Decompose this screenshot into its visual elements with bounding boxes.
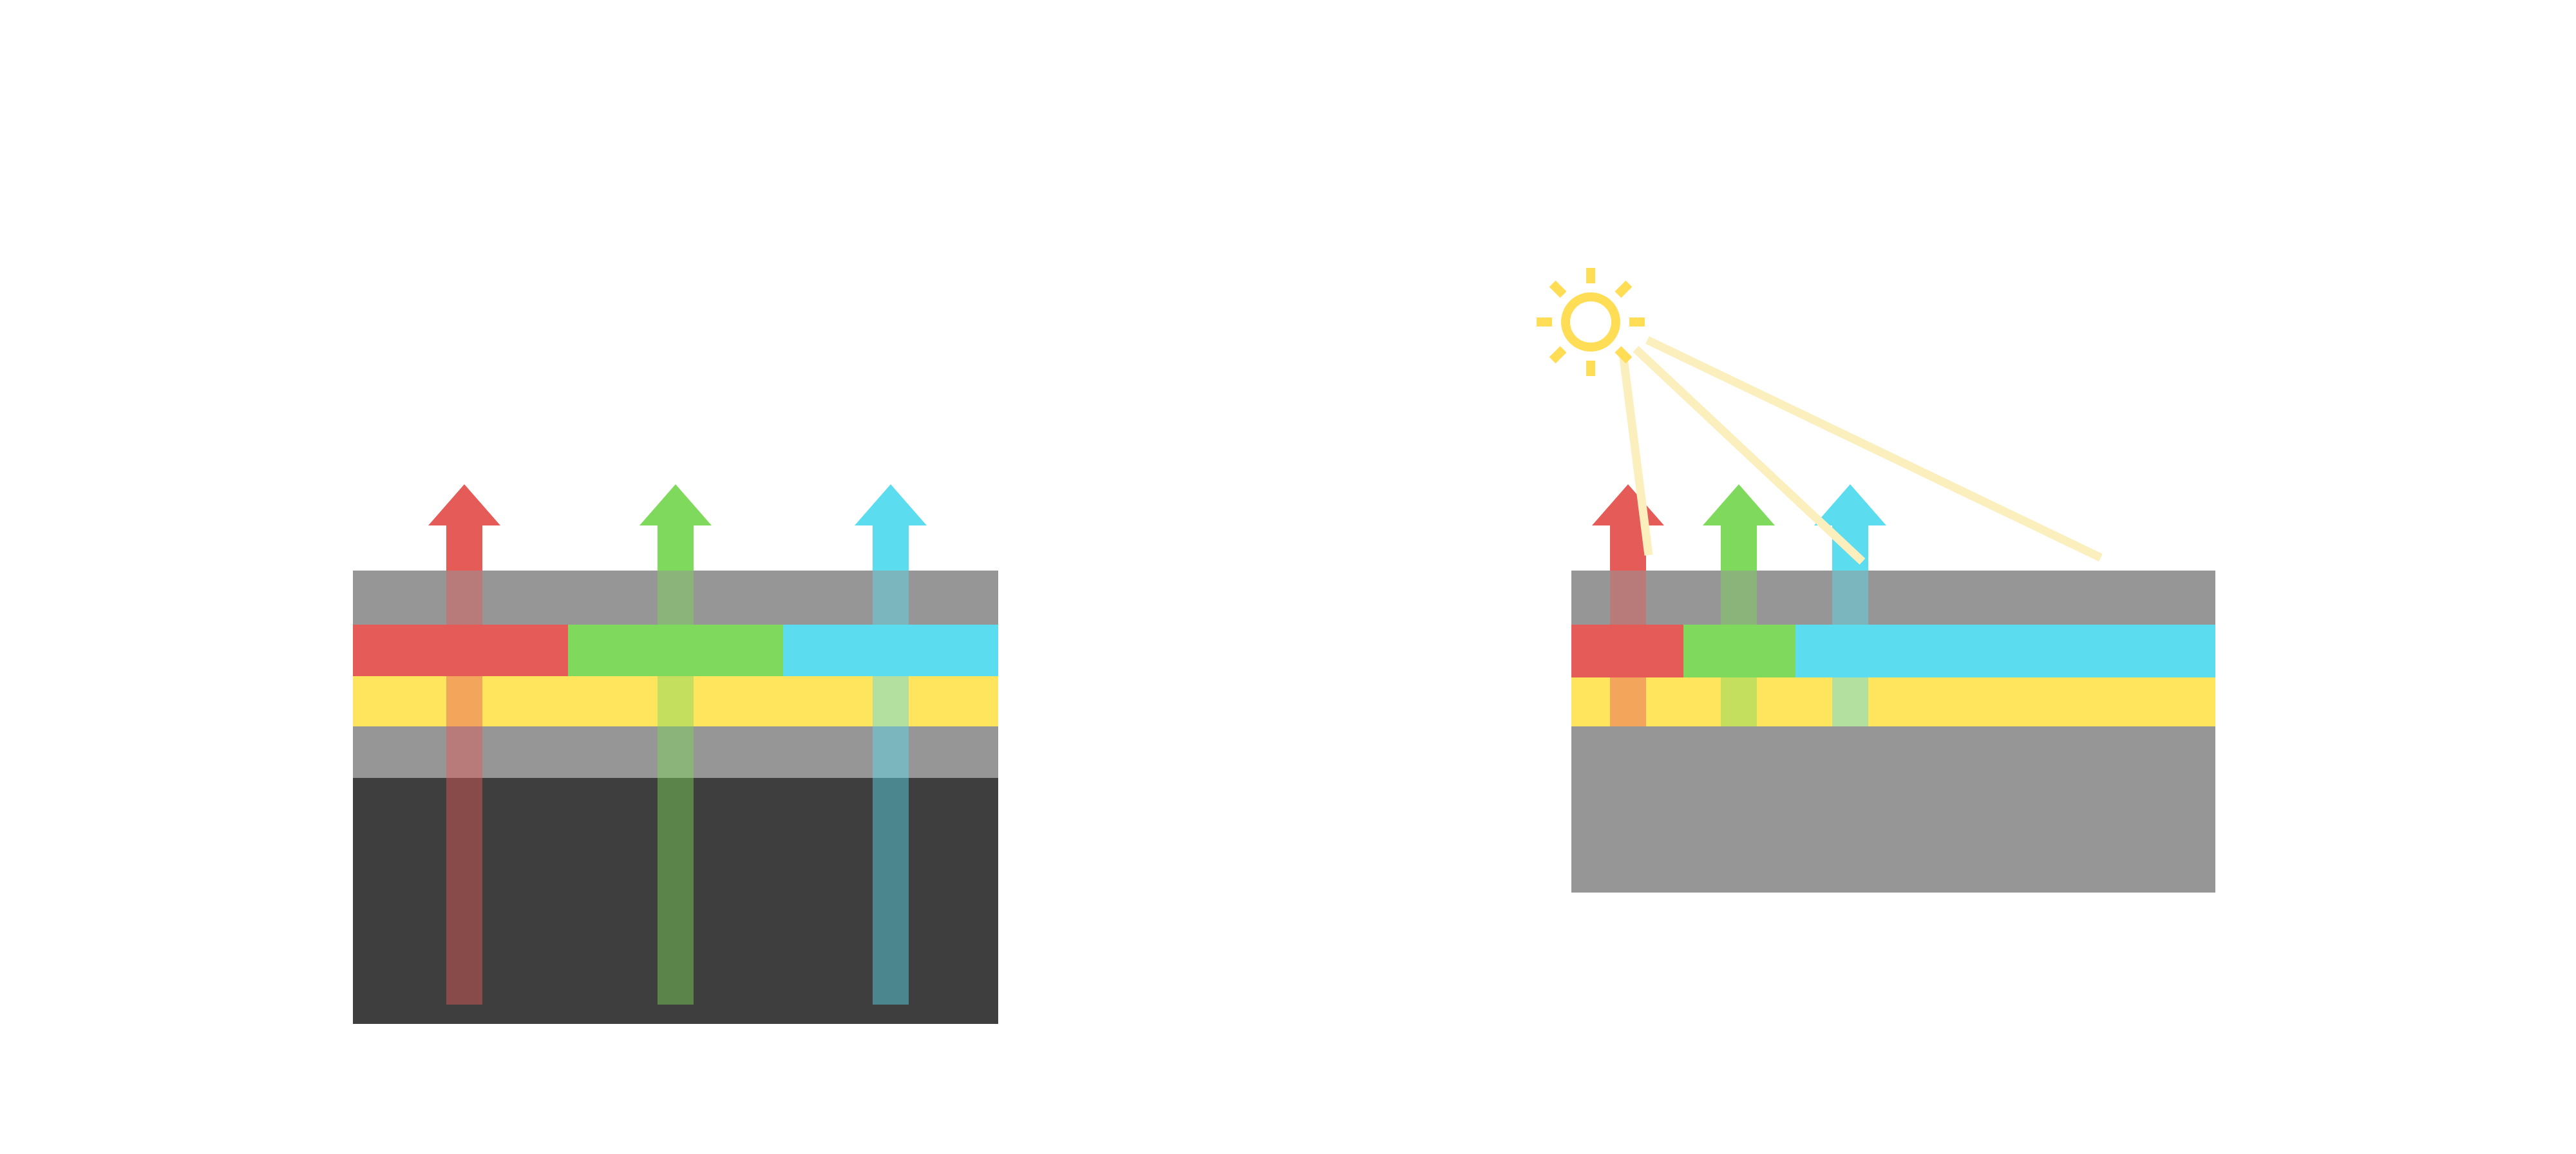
sun-ray-7 xyxy=(1549,280,1567,298)
reflective-stack-with-ambient-light-blue-filter xyxy=(1795,625,2215,677)
emissive-stack-no-ambient-light-top-gray-layer xyxy=(353,571,998,625)
reflective-stack-with-ambient-light-blue-light-arrow-solid xyxy=(1814,484,1886,571)
reflective-stack-with-ambient-light-green-filter xyxy=(1683,625,1795,677)
emissive-stack-no-ambient-light-green-light-arrow-solid xyxy=(639,484,712,571)
emissive-stack-no-ambient-light-dark-backplane-layer xyxy=(353,778,998,1024)
sun-icon xyxy=(1537,268,1645,376)
sun-ring xyxy=(1561,292,1620,352)
reflective-stack-with-ambient-light-red-light-arrow-solid xyxy=(1592,484,1664,571)
reflective-stack-with-ambient-light-color-filter-layer xyxy=(1571,625,2215,677)
emissive-stack-no-ambient-light-blue-light-arrow-shaft-overlay xyxy=(873,571,909,1005)
sun-ray-5 xyxy=(1549,346,1567,364)
emissive-stack-no-ambient-light-blue-filter xyxy=(783,625,998,676)
emissive-stack-no-ambient-light-mid-gray-layer xyxy=(353,726,998,778)
sun-ray-3 xyxy=(1615,346,1633,364)
reflective-stack-with-ambient-light-blue-light-arrow-shaft-overlay xyxy=(1832,571,1868,726)
reflective-stack-with-ambient-light-emissive-yellow-layer xyxy=(1571,677,2215,726)
emissive-stack-no-ambient-light-green-filter xyxy=(568,625,783,676)
emissive-stack-no-ambient-light-red-filter xyxy=(353,625,568,676)
reflective-stack-with-ambient-light-red-light-arrow-shaft-overlay xyxy=(1610,571,1646,726)
emissive-stack-no-ambient-light-color-filter-layer xyxy=(353,625,998,676)
reflective-stack-with-ambient-light-green-light-arrow-solid xyxy=(1703,484,1775,571)
reflective-stack-with-ambient-light-top-gray-layer xyxy=(1571,571,2215,625)
emissive-stack-no-ambient-light-emissive-yellow-layer xyxy=(353,676,998,726)
sun-ray-1 xyxy=(1615,280,1633,298)
emissive-stack-no-ambient-light-blue-light-arrow-solid xyxy=(855,484,927,571)
emissive-stack-no-ambient-light-red-light-arrow-solid xyxy=(428,484,500,571)
reflective-stack-with-ambient-light-green-light-arrow-shaft-overlay xyxy=(1721,571,1757,726)
emissive-stack-no-ambient-light-red-light-arrow-shaft-overlay xyxy=(446,571,482,1005)
reflective-stack-with-ambient-light-red-filter xyxy=(1571,625,1683,677)
reflective-stack-with-ambient-light-bottom-gray-layer xyxy=(1571,726,2215,893)
emissive-stack-no-ambient-light-green-light-arrow-shaft-overlay xyxy=(658,571,694,1005)
